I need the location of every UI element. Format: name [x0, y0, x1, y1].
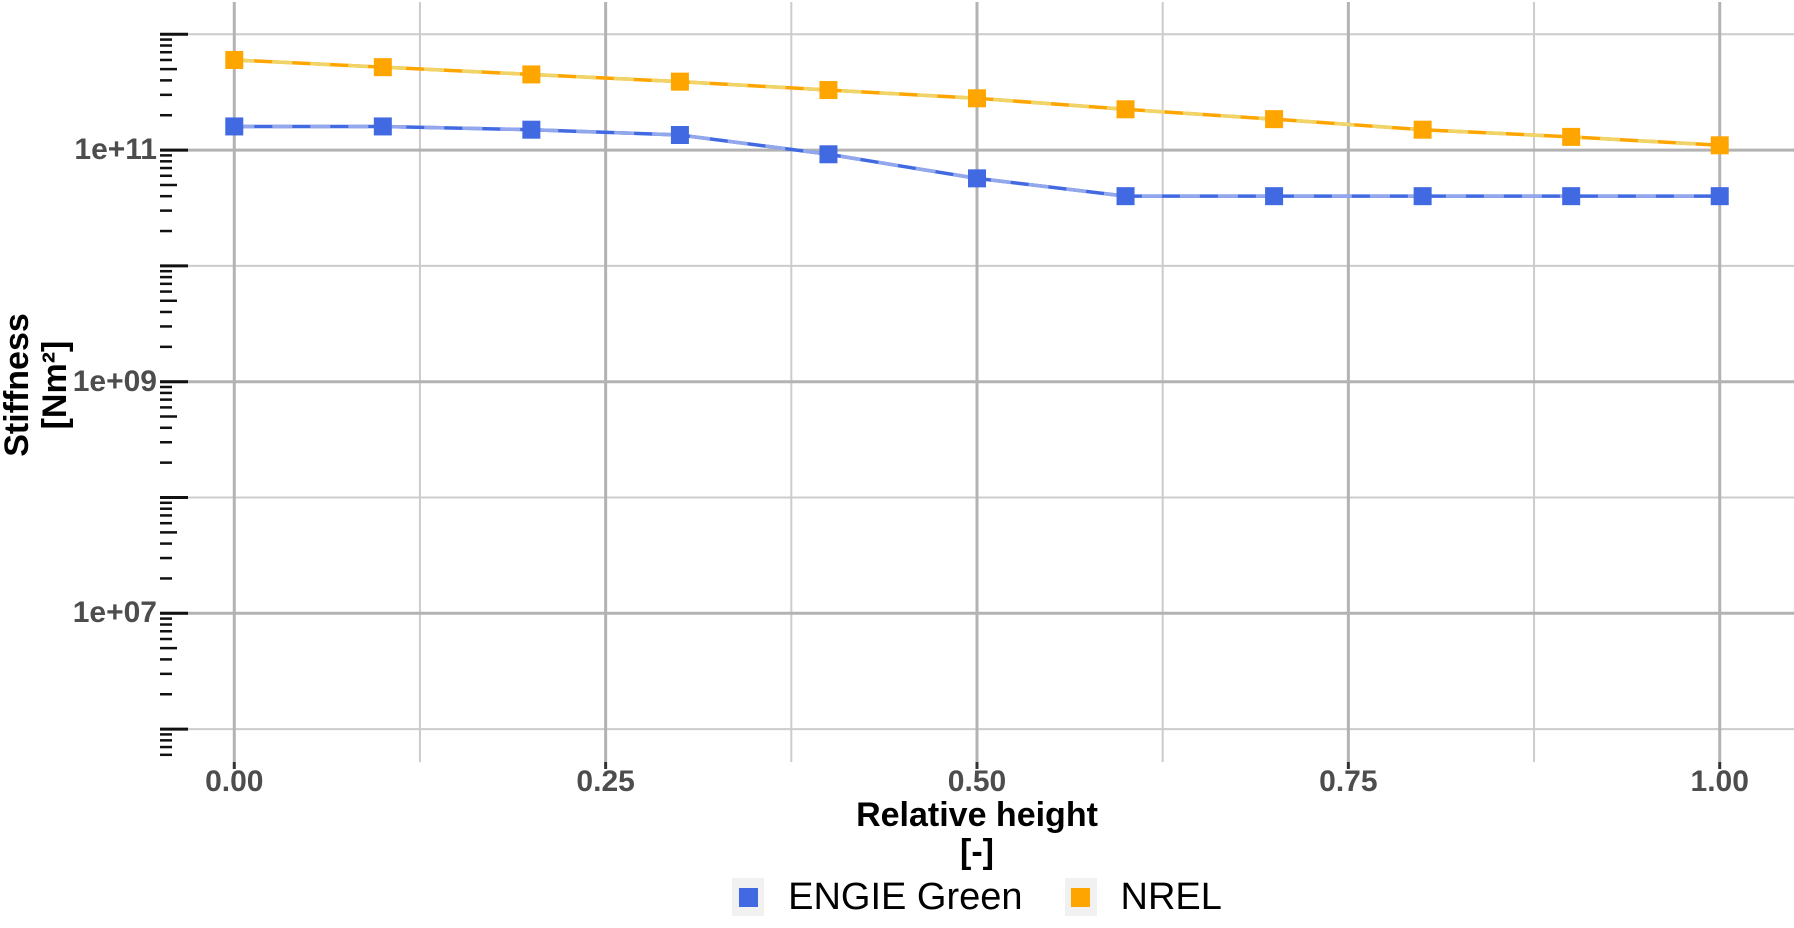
legend-label: NREL: [1120, 876, 1222, 918]
data-point-marker-nrel: [968, 89, 986, 108]
legend-key-box: [1064, 878, 1097, 916]
y-axis-title-units: [Nm²]: [36, 340, 75, 430]
data-point-marker-engie-green: [819, 145, 838, 164]
x-axis-title-text: Relative height: [856, 796, 1098, 834]
x-axis-title-units: [-]: [960, 833, 994, 872]
series-line-overlay-nrel: [234, 58, 1720, 148]
x-tick-label: 1.00: [1690, 765, 1749, 798]
data-point-marker-nrel: [1413, 120, 1432, 139]
data-point-marker-engie-green: [1116, 187, 1135, 206]
x-tick-label: 0.75: [1319, 765, 1378, 798]
y-tick-label: 1e+11: [74, 133, 157, 167]
data-point-marker-nrel: [1265, 110, 1284, 129]
series-line-overlay-engie-green: [234, 124, 1720, 198]
data-point-marker-engie-green: [1562, 187, 1581, 206]
legend-label: ENGIE Green: [788, 876, 1023, 918]
data-point-marker-engie-green: [1265, 187, 1284, 206]
x-tick-label: 0.00: [205, 765, 264, 798]
data-point-marker-engie-green: [1710, 187, 1729, 206]
y-axis-title-text: Stiffness: [0, 313, 36, 457]
data-point-marker-nrel: [373, 58, 392, 77]
nrel-swatch-icon: [1071, 887, 1091, 907]
x-axis-title: Relative height [-]: [160, 796, 1794, 872]
data-point-marker-engie-green: [522, 120, 541, 139]
data-point-marker-engie-green: [373, 117, 392, 136]
x-tick-label: 0.25: [576, 765, 635, 798]
x-tick-label: 0.50: [947, 765, 1007, 798]
legend-item-engie-green: ENGIE Green: [732, 876, 1023, 918]
y-axis-title: Stiffness [Nm²]: [0, 135, 78, 635]
y-tick-label: 1e+07: [72, 596, 157, 630]
data-point-marker-nrel: [1562, 127, 1581, 146]
data-point-marker-nrel: [670, 72, 689, 91]
data-point-marker-engie-green: [225, 117, 244, 136]
data-point-marker-nrel: [819, 81, 838, 100]
legend-key-box: [732, 878, 765, 916]
y-tick-label: 1e+09: [72, 364, 157, 398]
data-point-marker-nrel: [225, 50, 244, 69]
legend: ENGIE Green NREL: [160, 874, 1794, 920]
data-point-marker-engie-green: [670, 125, 689, 144]
engie-green-swatch-icon: [738, 887, 758, 907]
data-point-marker-nrel: [1116, 100, 1135, 119]
legend-item-nrel: NREL: [1064, 876, 1222, 918]
data-point-marker-engie-green: [1413, 187, 1432, 206]
data-point-marker-nrel: [522, 65, 541, 84]
data-point-marker-engie-green: [968, 169, 986, 188]
data-point-marker-nrel: [1710, 136, 1729, 155]
